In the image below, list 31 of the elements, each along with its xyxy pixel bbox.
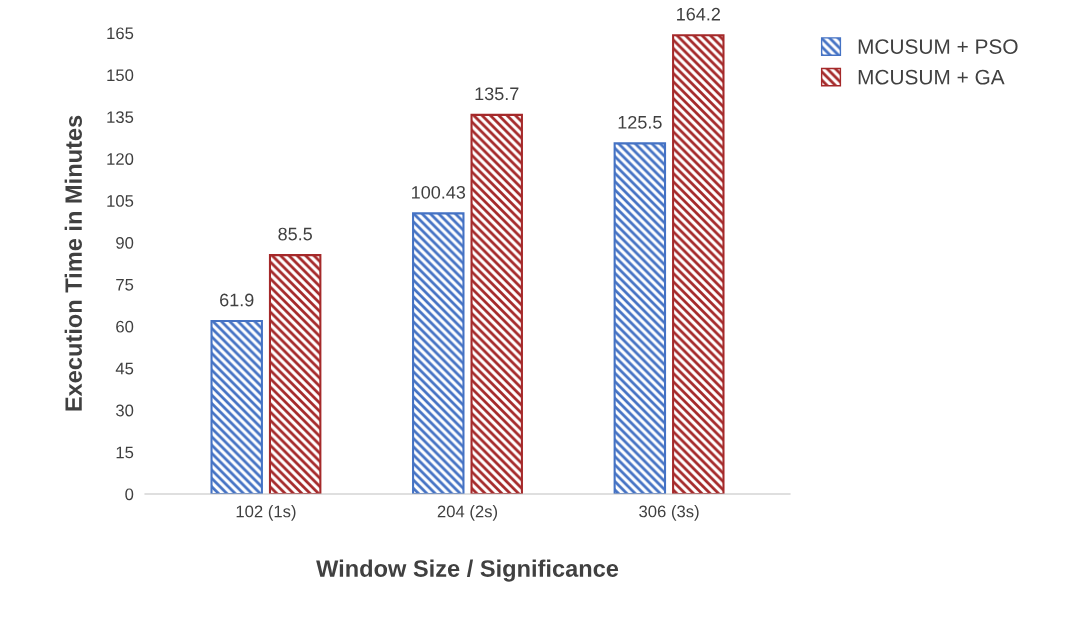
y-tick-label: 60 <box>116 320 134 333</box>
y-tick-label: 150 <box>107 69 134 82</box>
y-axis-title: Execution Time in Minutes <box>64 115 82 411</box>
bar <box>268 254 322 494</box>
legend-label: MCUSUM + PSO <box>858 39 1018 54</box>
y-tick-label: 165 <box>107 27 134 40</box>
bar <box>210 320 263 494</box>
x-axis-title: Window Size / Significance <box>316 559 619 582</box>
legend-label: MCUSUM + GA <box>858 69 1005 85</box>
bar <box>672 34 725 494</box>
y-tick-label: 135 <box>107 111 134 124</box>
bar <box>412 212 465 494</box>
y-tick-label: 90 <box>116 236 134 249</box>
bar <box>613 142 667 494</box>
y-tick-label: 0 <box>125 488 134 501</box>
bar <box>470 113 523 494</box>
y-tick-label: 105 <box>107 195 134 207</box>
x-tick-label: 306 (3s) <box>639 505 699 521</box>
y-tick-label: 45 <box>115 362 134 375</box>
data-label: 164.2 <box>677 7 720 21</box>
data-label: 85.5 <box>278 227 312 241</box>
x-tick-label: 102 (1s) <box>236 505 296 521</box>
y-tick-label: 30 <box>115 404 134 417</box>
data-label: 125.5 <box>618 115 662 129</box>
data-label: 100.43 <box>412 185 466 199</box>
data-label: 135.7 <box>475 87 519 101</box>
y-tick-label: 15 <box>116 446 134 459</box>
x-tick-label: 204 (2s) <box>437 505 498 521</box>
y-tick-label: 75 <box>116 279 134 291</box>
data-label: 61.9 <box>220 293 254 307</box>
y-tick-label: 120 <box>107 153 134 165</box>
